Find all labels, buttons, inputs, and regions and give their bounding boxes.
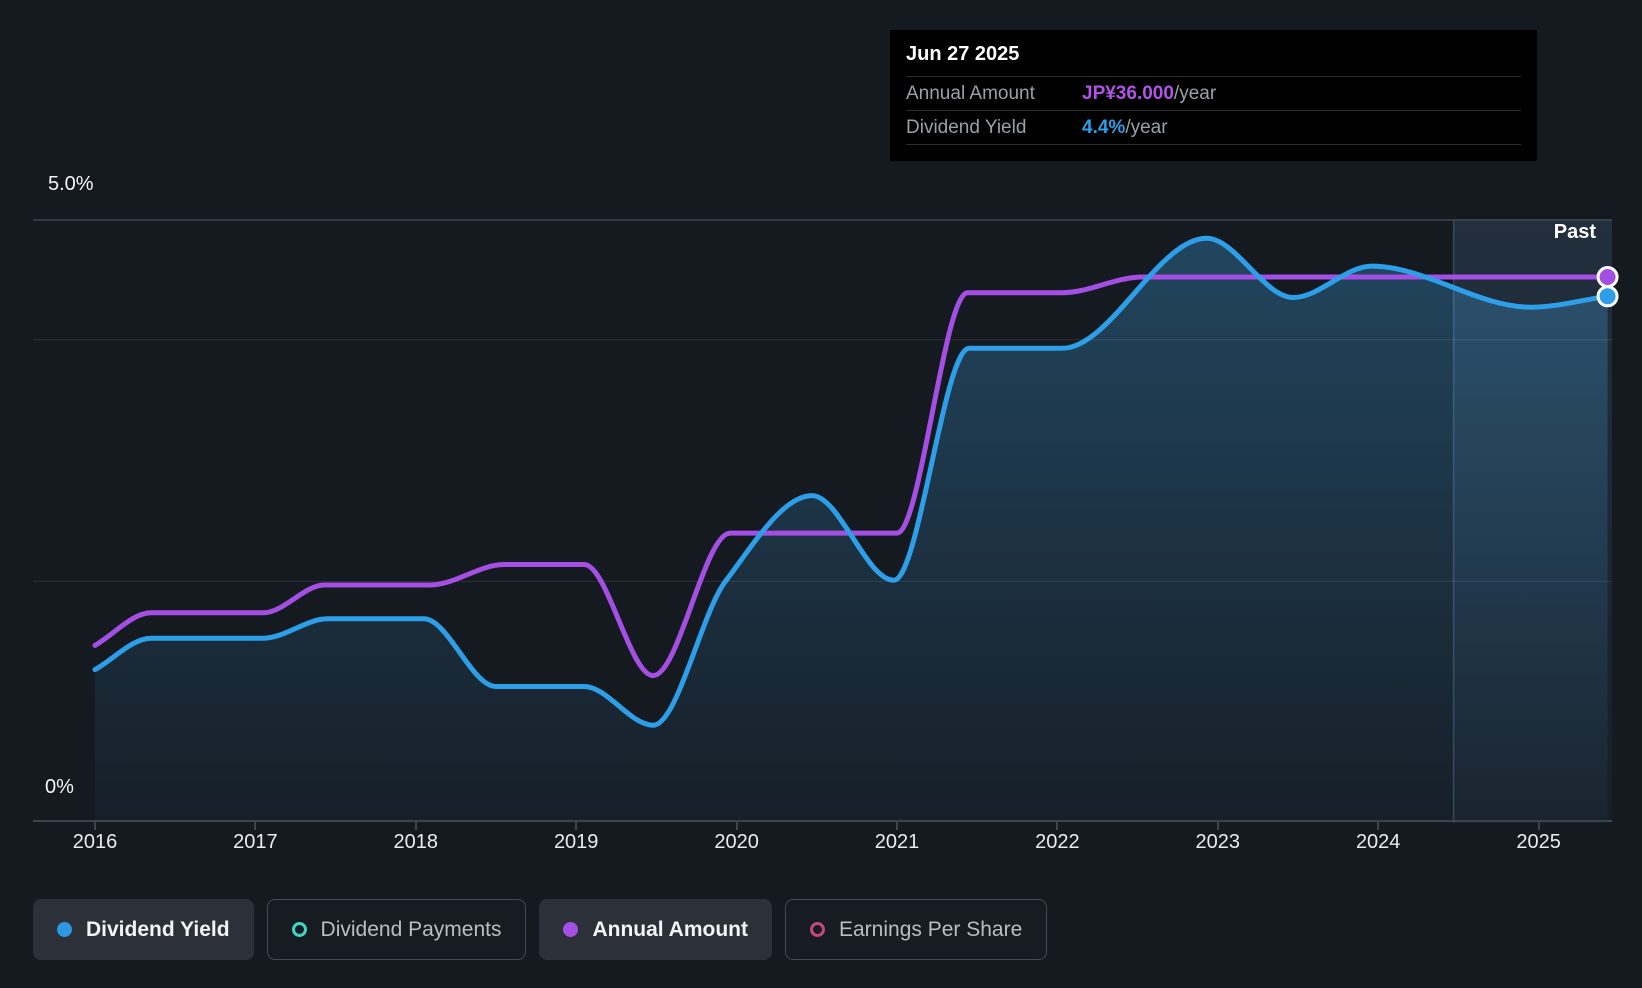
x-axis-tick bbox=[1377, 822, 1380, 830]
legend-toggle-earnings-per-share[interactable]: Earnings Per Share bbox=[785, 899, 1048, 960]
legend-label: Annual Amount bbox=[592, 917, 748, 941]
x-tick-label: 2023 bbox=[1195, 831, 1241, 853]
tooltip-footer bbox=[906, 144, 1521, 161]
tooltip-row-annual-amount: Annual Amount JP¥36.000/year bbox=[906, 76, 1521, 110]
x-tick-label: 2018 bbox=[393, 831, 439, 853]
legend-label: Earnings Per Share bbox=[839, 917, 1023, 941]
x-tick-label: 2022 bbox=[1035, 831, 1080, 853]
legend-label: Dividend Payments bbox=[320, 917, 502, 941]
x-axis-line bbox=[33, 820, 1612, 830]
dividend-yield-chart[interactable] bbox=[33, 219, 1623, 823]
legend-toggle-annual-amount[interactable]: Annual Amount bbox=[539, 899, 772, 960]
x-tick-label: 2017 bbox=[233, 831, 278, 853]
tooltip-label: Dividend Yield bbox=[906, 116, 1027, 138]
chart-legend: Dividend Yield Dividend Payments Annual … bbox=[33, 899, 1048, 960]
dividend-yield-dot-icon bbox=[57, 922, 72, 937]
x-tick-label: 2020 bbox=[714, 831, 759, 853]
annual-amount-dot-icon bbox=[563, 922, 579, 937]
x-tick-label: 2021 bbox=[874, 831, 920, 853]
legend-toggle-dividend-payments[interactable]: Dividend Payments bbox=[266, 899, 527, 960]
x-axis-tick bbox=[254, 822, 257, 830]
tooltip-label: Annual Amount bbox=[906, 82, 1035, 104]
x-axis-tick bbox=[1537, 822, 1540, 830]
x-tick-label: 2024 bbox=[1355, 831, 1401, 853]
earnings-per-share-ring-icon bbox=[810, 922, 825, 937]
x-axis-tick bbox=[1216, 822, 1219, 830]
tooltip-date: Jun 27 2025 bbox=[906, 43, 1020, 65]
x-axis-tick bbox=[414, 822, 417, 830]
x-axis-tick bbox=[575, 822, 578, 830]
x-tick-label: 2025 bbox=[1516, 831, 1561, 853]
chart-tooltip: Jun 27 2025 Annual Amount JP¥36.000/year… bbox=[890, 30, 1537, 161]
x-axis-tick bbox=[1056, 822, 1059, 830]
past-region-label: Past bbox=[1553, 221, 1596, 243]
y-axis-max-label: 5.0% bbox=[48, 173, 94, 195]
tooltip-row-dividend-yield: Dividend Yield 4.4%/year bbox=[906, 110, 1521, 144]
x-axis-tick bbox=[735, 822, 738, 830]
dividend-payments-ring-icon bbox=[291, 922, 307, 937]
x-tick-label: 2019 bbox=[553, 831, 599, 853]
legend-label: Dividend Yield bbox=[86, 917, 230, 941]
x-tick-label: 2016 bbox=[72, 831, 118, 853]
x-axis-tick bbox=[896, 822, 898, 830]
y-axis-min-label: 0% bbox=[45, 776, 74, 798]
tooltip-value-annual-amount: JP¥36.000/year bbox=[1082, 82, 1217, 104]
tooltip-value-dividend-yield: 4.4%/year bbox=[1082, 116, 1168, 138]
legend-toggle-dividend-yield[interactable]: Dividend Yield bbox=[33, 899, 254, 960]
x-axis-tick bbox=[94, 822, 96, 830]
